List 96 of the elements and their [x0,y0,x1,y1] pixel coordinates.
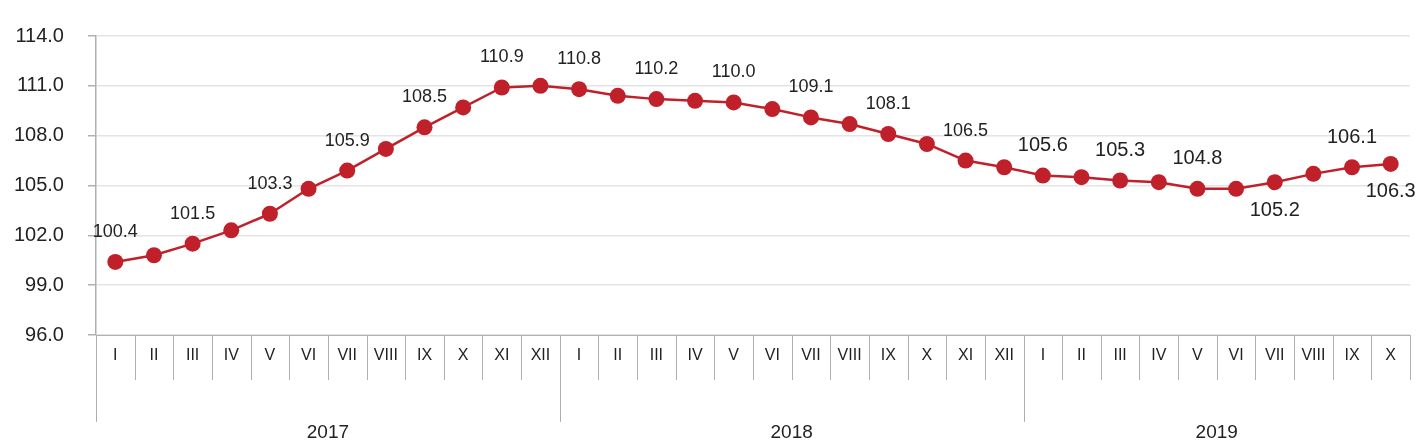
point [107,253,124,270]
point [880,126,897,143]
point [1266,174,1283,191]
point [1382,155,1399,172]
x-tick-label: V [728,346,740,364]
point [532,77,549,94]
x-tick-label: V [264,346,276,364]
data-label: 106.3 [1365,179,1416,202]
data-label: 110.0 [711,61,756,82]
data-label: 108.5 [401,86,448,107]
data-label: 110.2 [634,58,679,79]
data-label: 101.5 [170,202,216,223]
x-tick-label: VI [1228,346,1244,364]
y-tick-label: 105.0 [13,173,64,196]
point [1034,167,1051,184]
x-tick-label: VIII [1301,346,1326,364]
point [261,205,278,222]
point [764,101,781,118]
y-tick-label: 108.0 [13,123,64,146]
data-label: 109.1 [788,76,834,97]
x-tick-label: II [149,346,159,364]
x-tick-label: IV [687,346,703,364]
x-tick-label: II [613,346,623,364]
point [571,81,588,98]
point [802,109,819,126]
point [1228,180,1245,197]
x-tick-label: X [921,346,933,364]
point [145,247,162,264]
data-label: 103.3 [247,172,293,193]
point [918,135,935,152]
point [957,152,974,169]
text: 2018 [770,421,813,443]
y-tick-label: 114.0 [15,23,64,46]
point [493,79,510,96]
x-tick-label: IX [416,346,433,364]
x-tick-label: IV [223,346,240,364]
data-label: 110.9 [479,46,524,67]
x-tick-label: XI [494,346,510,364]
point [1150,174,1167,191]
point [1112,172,1129,189]
point [687,92,704,109]
y-tick-label: 111.0 [16,73,64,96]
point [455,99,472,116]
point [609,87,626,104]
x-tick-label: I [1040,346,1046,364]
data-label: 106.5 [943,119,989,140]
x-tick-label: VII [1264,346,1285,364]
x-tick-label: III [649,346,664,364]
data-label: 105.3 [1095,138,1146,161]
x-tick-label: VII [337,346,357,364]
x-tick-label: V [1192,346,1204,364]
point [184,235,201,252]
x-tick-label: XII [530,346,551,364]
point [841,116,858,133]
data-label: 106.1 [1327,124,1378,147]
point [377,140,394,157]
point [1189,180,1206,197]
x-tick-label: III [1113,346,1127,364]
x-tick-label: IX [880,346,897,364]
x-tick-label: IX [1344,346,1360,364]
x-tick-label: III [185,346,200,364]
point [725,94,742,111]
x-tick-label: X [457,346,469,364]
x-tick-label: VIII [837,346,862,364]
text: 2017 [306,421,350,443]
point [648,91,665,108]
data-label: 108.1 [865,92,911,113]
x-tick-label: I [576,346,582,364]
x-tick-label: VI [764,346,780,364]
point [1344,159,1361,176]
x-tick-label: IV [1151,346,1167,364]
point [1073,169,1090,186]
data-label: 105.9 [324,129,370,150]
data-label: 100.4 [92,220,138,241]
x-tick-label: VII [801,346,821,364]
data-label: 105.6 [1017,133,1068,156]
point [223,222,240,239]
y-tick-label: 99.0 [25,272,64,295]
data-label: 105.2 [1249,197,1300,220]
x-tick-label: VIII [373,346,398,364]
text: 2019 [1195,421,1238,443]
x-tick-label: XI [958,346,974,364]
x-tick-label: X [1385,346,1397,364]
x-tick-label: XII [994,346,1014,364]
data-label: 104.8 [1172,146,1223,169]
point [300,180,317,197]
y-tick-label: 102.0 [13,222,64,245]
x-tick-label: VI [301,346,317,364]
data-label: 110.8 [557,48,601,69]
point [416,119,433,136]
point [1305,165,1322,182]
point [996,159,1013,176]
y-tick-label: 96.0 [25,322,64,345]
x-tick-label: I [113,346,118,364]
x-tick-label: II [1077,346,1086,364]
point [339,162,356,179]
